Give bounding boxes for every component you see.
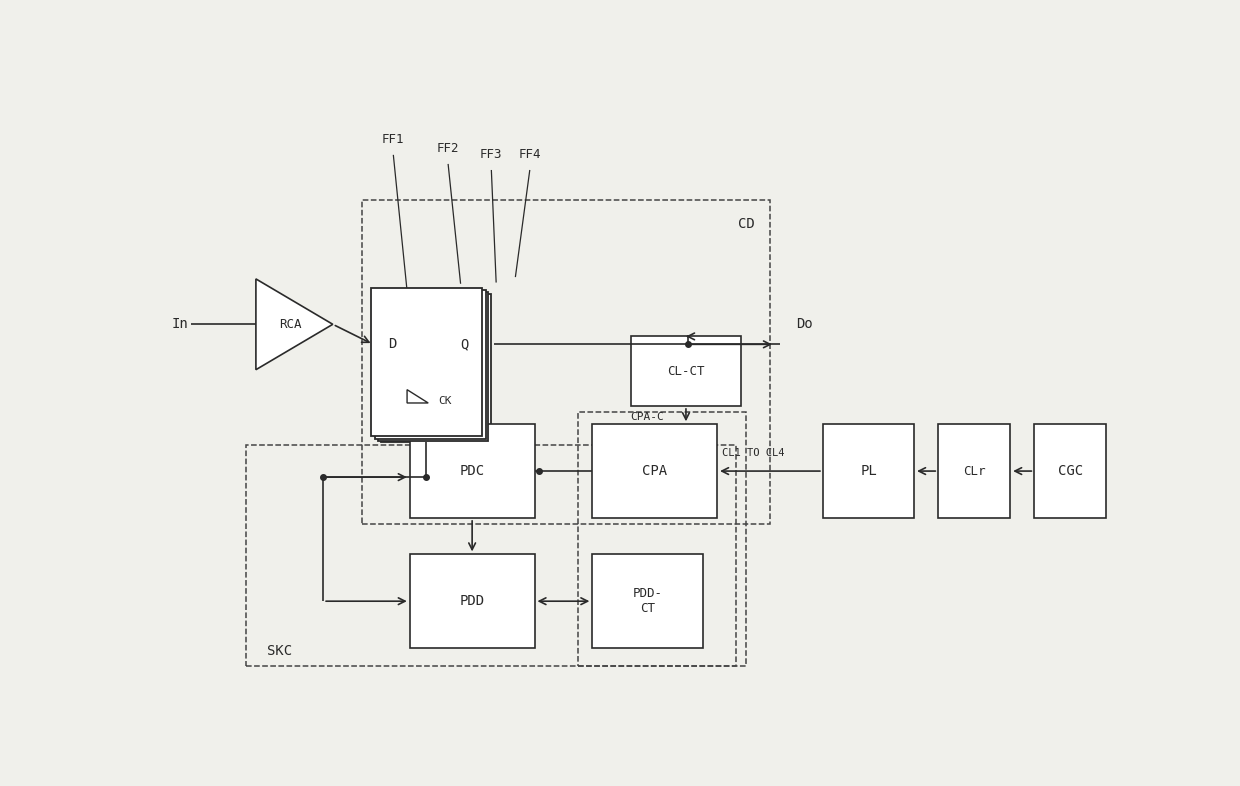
Text: RCA: RCA <box>279 318 301 331</box>
Text: PDC: PDC <box>460 464 485 478</box>
Bar <box>381 294 491 443</box>
Text: CD: CD <box>738 218 754 231</box>
Bar <box>409 424 534 518</box>
Bar <box>374 290 486 439</box>
Text: FF3: FF3 <box>480 149 502 161</box>
Bar <box>409 554 534 648</box>
Text: In: In <box>171 318 188 332</box>
Bar <box>371 288 481 436</box>
Text: SKC: SKC <box>268 644 293 658</box>
Text: D: D <box>388 337 397 351</box>
Bar <box>247 446 737 667</box>
Text: Q: Q <box>460 337 469 351</box>
Text: CGC: CGC <box>1058 464 1083 478</box>
Text: CPA: CPA <box>642 464 667 478</box>
Text: CPA-C: CPA-C <box>630 412 663 422</box>
Bar <box>362 200 770 524</box>
Text: CLr: CLr <box>963 465 986 478</box>
Text: PDD-
CT: PDD- CT <box>632 587 662 615</box>
Text: PL: PL <box>861 464 877 478</box>
Bar <box>593 554 703 648</box>
Bar <box>823 424 914 518</box>
Text: PDD: PDD <box>460 594 485 608</box>
Text: CL1 TO CL4: CL1 TO CL4 <box>722 448 785 458</box>
Text: FF2: FF2 <box>436 142 459 156</box>
Bar <box>578 412 746 667</box>
Bar <box>593 424 717 518</box>
Text: CK: CK <box>439 396 453 406</box>
Text: Do: Do <box>796 318 812 332</box>
Text: CL-CT: CL-CT <box>667 365 704 378</box>
Bar <box>378 292 489 440</box>
Text: FF1: FF1 <box>382 133 404 146</box>
Polygon shape <box>255 279 332 369</box>
Bar <box>631 336 742 406</box>
Bar <box>939 424 1011 518</box>
Text: FF4: FF4 <box>518 149 541 161</box>
Bar <box>1034 424 1106 518</box>
